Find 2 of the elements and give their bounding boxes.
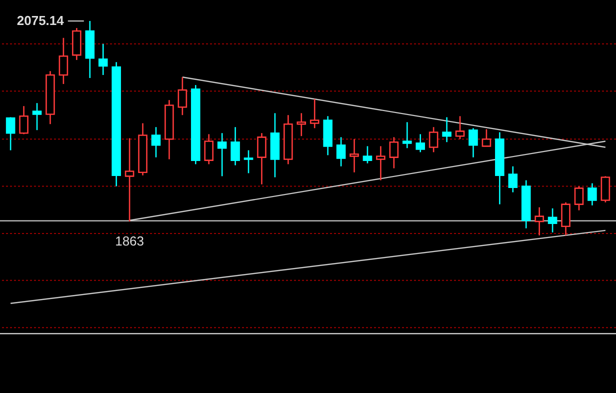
annotation: 2075.14 — [16, 12, 65, 28]
annotation: 1863 — [115, 233, 144, 248]
